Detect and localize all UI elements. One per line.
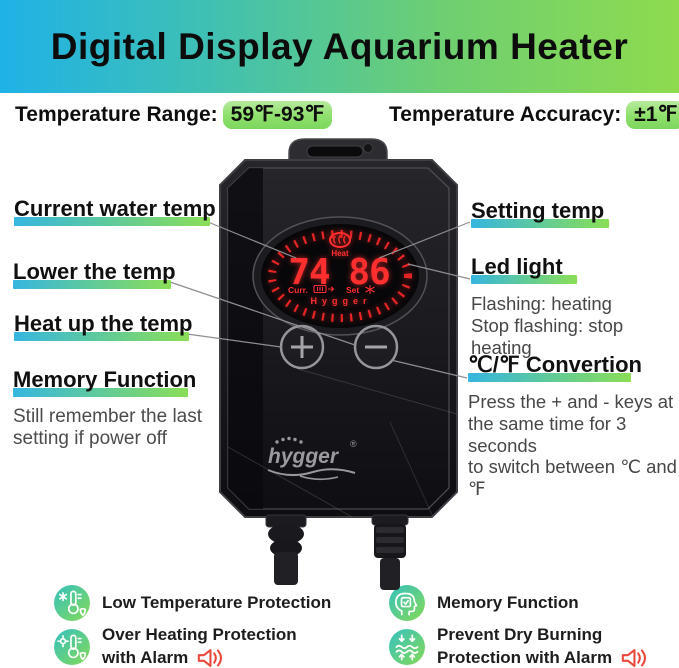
over-heating-protection-icon [54, 629, 90, 665]
line-current-water-temp [207, 221, 297, 259]
display-brand-text: Hygger [310, 296, 371, 306]
current-temp-digits: 74 [288, 252, 330, 293]
callout-description: Still remember the last setting if power… [13, 406, 203, 450]
temperature-range-spec: Temperature Range: 59℉-93℉ [15, 101, 333, 129]
temperature-accuracy-spec: Temperature Accuracy: ±1℉ [389, 101, 679, 129]
plus-icon [291, 336, 313, 358]
power-cable-left [265, 514, 307, 585]
feature-dry-burning-protection: Prevent Dry Burning Protection with Alar… [388, 624, 648, 668]
handle-screw [363, 143, 373, 153]
heater-element-icon [313, 284, 335, 294]
callout-setting-temp: Setting temp [471, 198, 609, 228]
feature-memory-function: Memory Function [388, 584, 579, 622]
memory-function-icon [389, 585, 425, 621]
gradient-underline [13, 280, 171, 289]
feature-label: Over Heating Protection with Alarm [102, 624, 297, 668]
feature-low-temperature-protection: Low Temperature Protection [53, 584, 331, 622]
side-shadow-strip [228, 168, 263, 509]
gradient-underline [14, 217, 210, 226]
gradient-underline [471, 275, 577, 284]
temperature-range-value: 59℉-93℉ [222, 101, 333, 129]
set-indicator-label: Set [346, 285, 359, 295]
alarm-speaker-icon [621, 649, 647, 668]
callout-description: Press the + and - keys at the same time … [468, 391, 677, 500]
callout-led-light: Led light Flashing: heating Stop flashin… [471, 254, 679, 358]
callout-current-water-temp: Current water temp [14, 196, 216, 226]
callout-title: ℃/℉ Convertion [468, 352, 642, 377]
dry-burning-protection-icon [389, 629, 425, 665]
callout-description: Flashing: heating Stop flashing: stop he… [471, 293, 624, 358]
feature-over-heating-protection: Over Heating Protection with Alarm [53, 624, 297, 668]
gradient-underline [468, 373, 631, 382]
page-title: Digital Display Aquarium Heater [50, 25, 629, 67]
line-lower-temp [169, 281, 356, 346]
brand-logo: hygger ® [267, 436, 357, 481]
callout-lower-temp: Lower the temp [13, 259, 176, 289]
gradient-underline [471, 219, 609, 228]
callout-temperature-conversion: ℃/℉ Convertion Press the + and - keys at… [468, 352, 679, 500]
alarm-speaker-icon [198, 649, 223, 668]
line-conversion [390, 359, 468, 379]
led-display: Heat 74 86 Curr. Set Hygger [252, 216, 428, 336]
line-heat-up-temp [186, 333, 282, 348]
device-body [219, 159, 458, 518]
callout-memory-function: Memory Function Still remember the last … [13, 367, 202, 451]
registered-trademark: ® [350, 439, 357, 449]
display-face [261, 224, 419, 328]
line-led-light [407, 263, 471, 280]
callout-title: Current water temp [14, 196, 216, 221]
callout-title: Memory Function [13, 367, 197, 392]
snowflake-icon [365, 285, 375, 294]
line-setting-temp [378, 221, 471, 259]
callout-title: Setting temp [471, 198, 605, 223]
current-indicator-label: Curr. [288, 285, 308, 295]
temperature-accuracy-label: Temperature Accuracy: [389, 103, 622, 126]
callout-heat-up-temp: Heat up the temp [14, 311, 192, 341]
power-cable-right [371, 514, 409, 590]
gradient-underline [13, 388, 188, 397]
brand-logo-text: hygger [268, 445, 340, 468]
logo-wave [267, 468, 356, 481]
feature-label: Memory Function [437, 592, 579, 612]
low-temperature-protection-icon [54, 585, 90, 621]
feature-label: Prevent Dry Burning Protection with Alar… [437, 624, 648, 668]
led-tick-ring [268, 230, 412, 322]
callout-title: Heat up the temp [14, 311, 193, 336]
decrease-temp-button [353, 324, 399, 370]
callout-title: Led light [471, 254, 563, 279]
header-banner: Digital Display Aquarium Heater [0, 0, 679, 93]
heat-indicator-label: Heat [331, 249, 349, 258]
feature-label: Low Temperature Protection [102, 592, 332, 612]
gradient-underline [14, 332, 189, 341]
callout-lines [169, 221, 471, 379]
temperature-range-label: Temperature Range: [15, 103, 218, 126]
temperature-accuracy-value: ±1℉ [626, 101, 679, 129]
callout-title: Lower the temp [13, 259, 176, 284]
heat-indicator-icon [329, 232, 351, 248]
